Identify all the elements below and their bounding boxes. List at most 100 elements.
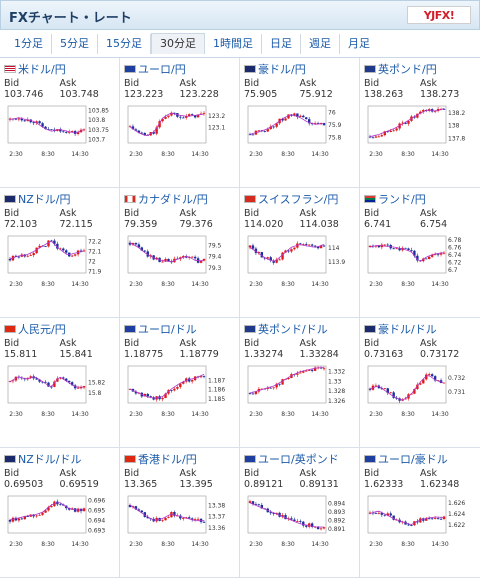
x-tick-label: 2:30 <box>9 411 23 418</box>
candle-body <box>17 256 21 258</box>
bid-value: 0.89121 <box>244 479 284 490</box>
pair-name-link[interactable]: ユーロ/ドル <box>138 323 197 336</box>
pair-name-link[interactable]: 豪ドル/ドル <box>378 323 437 336</box>
candle-body <box>422 109 425 112</box>
candle-body <box>128 126 132 128</box>
candle-body <box>416 255 419 261</box>
bid-label: Bid <box>4 78 20 89</box>
y-tick-label: 0.892 <box>328 518 345 525</box>
candle-body <box>380 135 384 137</box>
mini-chart[interactable]: 15.82 15.8 2:30 8:30 14:30 <box>4 363 116 419</box>
rate-card[interactable]: 豪ドル/円 Bid Ask 75.905 75.912 76 75.9 75.8 2:30 8:3… <box>240 58 360 188</box>
rate-card[interactable]: ランド/円 Bid Ask 6.741 6.754 6.78 6.76 6.74 6.72 6.7… <box>360 188 480 318</box>
pair-name-link[interactable]: NZドル/円 <box>18 193 71 206</box>
quote-labels: Bid Ask <box>364 78 476 89</box>
tab-2[interactable]: 5分足 <box>52 33 98 54</box>
mini-chart[interactable]: 0.696 0.695 0.694 0.693 2:30 8:30 14:30 <box>4 493 116 549</box>
mini-chart[interactable]: 1.626 1.624 1.622 2:30 8:30 14:30 <box>364 493 476 549</box>
candle-body <box>62 131 65 133</box>
candle-body <box>272 387 275 389</box>
eu-uk-flag <box>244 455 256 463</box>
pair-name-link[interactable]: NZドル/ドル <box>18 453 82 466</box>
tab-1[interactable]: 1分足 <box>6 33 52 54</box>
rate-card[interactable]: カナダドル/円 Bid Ask 79.359 79.376 79.5 79.4 79.3 2:3… <box>120 188 240 318</box>
candle-body <box>59 129 62 132</box>
ask-value: 75.912 <box>299 89 333 100</box>
pair-name-link[interactable]: ランド/円 <box>378 193 426 206</box>
mini-chart[interactable]: 1.332 1.33 1.328 1.326 2:30 8:30 14:30 <box>244 363 356 419</box>
tab-3[interactable]: 15分足 <box>98 33 151 54</box>
bid-label: Bid <box>244 208 260 219</box>
pair-name-link[interactable]: 人民元/円 <box>18 323 66 336</box>
mini-chart[interactable]: 1.187 1.186 1.185 2:30 8:30 14:30 <box>124 363 236 419</box>
tab-4[interactable]: 30分足 <box>151 33 205 54</box>
mini-chart[interactable]: 79.5 79.4 79.3 2:30 8:30 14:30 <box>124 233 236 289</box>
tab-5[interactable]: 1時間足 <box>205 33 262 54</box>
mini-chart[interactable]: 6.786.766.746.726.7 2:30 8:30 14:30 <box>364 233 476 289</box>
x-tick-label: 14:30 <box>71 151 88 158</box>
ask-value: 103.748 <box>59 89 99 100</box>
mini-chart[interactable]: 138.2 138 137.8 2:30 8:30 14:30 <box>364 103 476 159</box>
rate-card[interactable]: 英ポンド/ドル Bid Ask 1.33274 1.33284 1.332 1.33 1.32… <box>240 318 360 448</box>
rate-card[interactable]: ユーロ/円 Bid Ask 123.223 123.228 123.2 123.1 2:30 8… <box>120 58 240 188</box>
mini-chart[interactable]: 114 113.9 2:30 8:30 14:30 <box>244 233 356 289</box>
ask-label: Ask <box>299 338 317 349</box>
pair-name-link[interactable]: 豪ドル/円 <box>258 63 306 76</box>
mini-chart[interactable]: 103.85 103.8 103.75 103.7 2:30 8:30 14:30 <box>4 103 116 159</box>
rate-card[interactable]: 人民元/円 Bid Ask 15.811 15.841 15.82 15.8 2:30 8:30… <box>0 318 120 448</box>
quote-values: 13.365 13.395 <box>124 479 235 490</box>
yjfx-logo[interactable]: YJFX! <box>407 6 471 24</box>
candle-body <box>137 509 141 511</box>
pair-name-link[interactable]: スイスフラン/円 <box>258 193 339 206</box>
candle-body <box>155 517 158 522</box>
tab-6[interactable]: 日足 <box>262 33 301 54</box>
rate-card[interactable]: ユーロ/ドル Bid Ask 1.18775 1.18779 1.187 1.186 1.18… <box>120 318 240 448</box>
bid-value: 1.62333 <box>364 479 404 490</box>
candle-body <box>196 114 200 118</box>
mini-chart[interactable]: 123.2 123.1 2:30 8:30 14:30 <box>124 103 236 159</box>
candle-body <box>47 129 50 130</box>
rate-card[interactable]: スイスフラン/円 Bid Ask 114.020 114.038 114 113.9 2:30… <box>240 188 360 318</box>
candle-body <box>152 132 155 134</box>
pair-name-link[interactable]: 香港ドル/円 <box>138 453 197 466</box>
bid-value: 0.69503 <box>4 479 44 490</box>
candle-body <box>374 513 378 514</box>
x-tick-label: 14:30 <box>71 541 88 548</box>
candle-body <box>170 390 173 391</box>
pair-name-link[interactable]: ユーロ/英ポンド <box>258 453 339 466</box>
eu-au-flag <box>364 455 376 463</box>
pair-name-link[interactable]: カナダドル/円 <box>138 193 208 206</box>
pair-name-link[interactable]: ユーロ/円 <box>138 63 186 76</box>
rate-card[interactable]: ユーロ/豪ドル Bid Ask 1.62333 1.62348 1.626 1.624 1.6… <box>360 448 480 578</box>
candle-body <box>308 244 311 246</box>
candle-body <box>260 252 264 258</box>
candle-body <box>401 122 404 124</box>
quote-labels: Bid Ask <box>364 208 476 219</box>
mini-chart[interactable]: 72.2 72.1 72 71.9 2:30 8:30 14:30 <box>4 233 116 289</box>
pair-name-link[interactable]: 米ドル/円 <box>18 63 66 76</box>
y-tick-label: 75.9 <box>328 122 342 129</box>
pair-name-link[interactable]: 英ポンド/円 <box>378 63 437 76</box>
rate-card[interactable]: ユーロ/英ポンド Bid Ask 0.89121 0.89131 0.894 0.893 0.… <box>240 448 360 578</box>
y-tick-label: 113.9 <box>328 259 345 266</box>
mini-chart[interactable]: 13.38 13.37 13.36 2:30 8:30 14:30 <box>124 493 236 549</box>
quote-labels: Bid Ask <box>244 338 355 349</box>
rate-card[interactable]: 英ポンド/円 Bid Ask 138.263 138.273 138.2 138 137.8 2… <box>360 58 480 188</box>
candle-body <box>38 514 41 516</box>
pair-name-link[interactable]: ユーロ/豪ドル <box>378 453 448 466</box>
tab-8[interactable]: 月足 <box>348 36 370 50</box>
ask-label: Ask <box>299 208 317 219</box>
pair-name-link[interactable]: 英ポンド/ドル <box>258 323 328 336</box>
rate-card[interactable]: 豪ドル/ドル Bid Ask 0.73163 0.73172 0.732 0.731 2:30… <box>360 318 480 448</box>
rate-card[interactable]: 香港ドル/円 Bid Ask 13.365 13.395 13.38 13.37 13.36 2… <box>120 448 240 578</box>
tab-7[interactable]: 週足 <box>301 33 340 54</box>
mini-chart[interactable]: 76 75.9 75.8 2:30 8:30 14:30 <box>244 103 356 159</box>
rate-card[interactable]: 米ドル/円 Bid Ask 103.746 103.748 103.85 103.8 103.… <box>0 58 120 188</box>
candle-body <box>182 381 185 384</box>
candle-body <box>199 260 203 263</box>
rate-card[interactable]: NZドル/円 Bid Ask 72.103 72.115 72.2 72.1 72 71.9 2:… <box>0 188 120 318</box>
mini-chart[interactable]: 0.732 0.731 2:30 8:30 14:30 <box>364 363 476 419</box>
candle-body <box>407 120 410 124</box>
rate-card[interactable]: NZドル/ドル Bid Ask 0.69503 0.69519 0.696 0.695 0.6… <box>0 448 120 578</box>
